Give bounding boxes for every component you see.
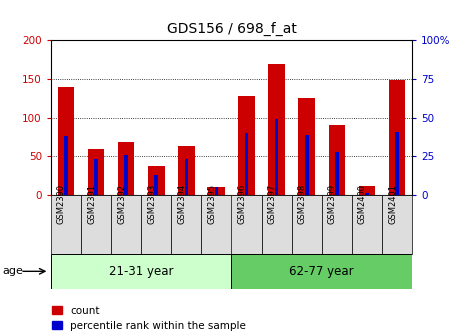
Bar	[171, 195, 201, 254]
Bar	[88, 149, 104, 195]
Bar	[125, 155, 128, 195]
Bar	[262, 195, 292, 254]
Bar	[208, 187, 225, 195]
Text: GSM2393: GSM2393	[147, 183, 156, 224]
Bar	[178, 146, 194, 195]
Legend: count, percentile rank within the sample: count, percentile rank within the sample	[51, 305, 246, 331]
Text: GSM2401: GSM2401	[388, 184, 397, 224]
Bar	[329, 125, 345, 195]
Bar	[51, 195, 81, 254]
Text: GSM2394: GSM2394	[177, 184, 186, 224]
Text: GSM2392: GSM2392	[117, 184, 126, 224]
Bar	[395, 131, 399, 195]
Text: GSM2399: GSM2399	[328, 184, 337, 224]
Bar	[352, 195, 382, 254]
Bar	[245, 133, 248, 195]
Bar	[118, 141, 134, 195]
Text: GSM2396: GSM2396	[238, 183, 246, 224]
Bar	[51, 254, 232, 289]
Text: age: age	[2, 266, 23, 276]
Bar	[94, 159, 98, 195]
Bar	[232, 254, 412, 289]
Text: GSM2397: GSM2397	[268, 183, 277, 224]
Bar	[238, 96, 255, 195]
Text: GSM2395: GSM2395	[207, 184, 217, 224]
Bar	[201, 195, 232, 254]
Bar	[359, 185, 375, 195]
Bar	[58, 87, 74, 195]
Text: GSM2400: GSM2400	[358, 184, 367, 224]
Bar	[141, 195, 171, 254]
Bar	[382, 195, 412, 254]
Bar	[215, 187, 218, 195]
Bar	[148, 166, 164, 195]
Bar	[185, 159, 188, 195]
Text: 62-77 year: 62-77 year	[289, 265, 354, 278]
Bar	[111, 195, 141, 254]
Bar	[389, 80, 405, 195]
Text: GSM2390: GSM2390	[57, 184, 66, 224]
Bar	[81, 195, 111, 254]
Bar	[275, 119, 278, 195]
Text: GDS156 / 698_f_at: GDS156 / 698_f_at	[167, 22, 296, 36]
Bar	[232, 195, 262, 254]
Bar	[155, 175, 158, 195]
Text: GSM2391: GSM2391	[87, 184, 96, 224]
Bar	[269, 64, 285, 195]
Bar	[292, 195, 322, 254]
Bar	[299, 98, 315, 195]
Text: GSM2398: GSM2398	[298, 183, 307, 224]
Bar	[64, 136, 68, 195]
Bar	[365, 193, 369, 195]
Bar	[305, 135, 308, 195]
Bar	[335, 152, 338, 195]
Bar	[322, 195, 352, 254]
Text: 21-31 year: 21-31 year	[109, 265, 174, 278]
